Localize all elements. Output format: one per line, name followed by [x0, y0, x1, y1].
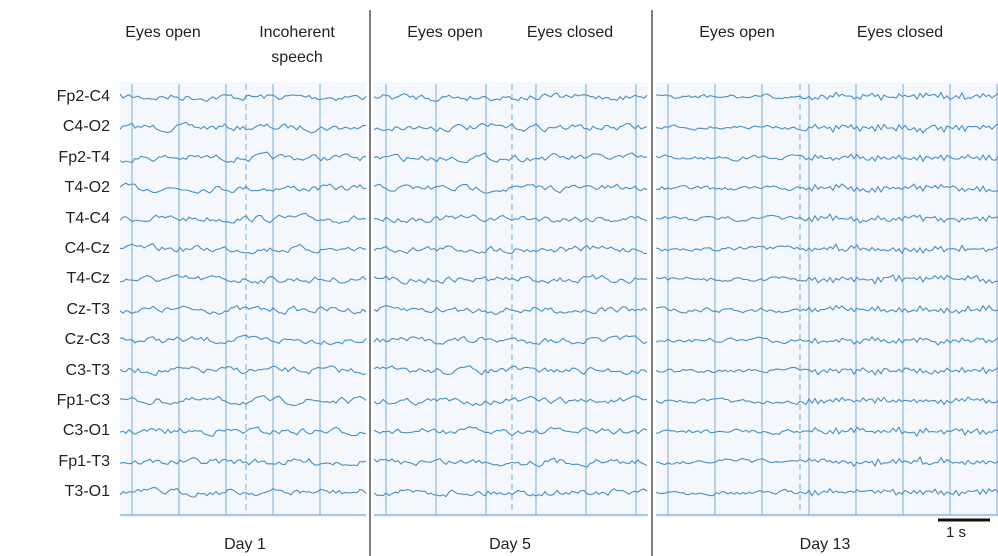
eeg-trace: [119, 274, 367, 285]
channel-label: Fp1-C3: [56, 392, 110, 409]
eeg-trace: [373, 426, 648, 437]
channel-label: Fp1-T3: [58, 452, 110, 470]
eeg-trace: [373, 365, 648, 376]
eeg-trace: [119, 304, 367, 316]
condition-label: Eyes closed: [526, 24, 614, 41]
eeg-trace: [655, 366, 998, 376]
panel-background: [120, 82, 366, 518]
eeg-trace: [655, 242, 998, 255]
eeg-trace: [373, 183, 648, 194]
panel-background: [374, 82, 648, 518]
eeg-trace: [119, 426, 367, 437]
condition-label: Incoherent speech: [259, 24, 335, 66]
eeg-trace: [373, 304, 648, 315]
day-label: Day 1: [224, 536, 266, 553]
eeg-trace: [119, 457, 367, 467]
eeg-trace: [119, 243, 367, 255]
eeg-trace: [373, 122, 648, 133]
channel-label: C4-Cz: [64, 240, 110, 257]
eeg-trace: [655, 123, 998, 134]
channel-label: Cz-T3: [66, 300, 110, 318]
channel-label: Fp2-C4: [56, 88, 110, 105]
eeg-trace: [655, 304, 998, 315]
channel-label: C3-O1: [62, 422, 110, 440]
eeg-trace: [373, 274, 648, 285]
eeg-trace: [119, 334, 367, 346]
channel-label: C4-O2: [62, 118, 110, 136]
channel-label: T4-Cz: [66, 270, 110, 288]
eeg-trace: [655, 91, 998, 102]
eeg-trace: [373, 244, 648, 254]
eeg-trace: [119, 487, 367, 498]
eeg-trace: [119, 365, 367, 377]
eeg-trace: [373, 395, 648, 407]
eeg-trace: [119, 394, 367, 407]
channel-label: Cz-C3: [64, 331, 110, 349]
channel-label: T4-C4: [65, 209, 110, 227]
eeg-trace: [119, 121, 367, 134]
eeg-trace: [655, 487, 998, 497]
eeg-trace: [655, 456, 998, 468]
condition-label: Eyes open: [125, 24, 201, 41]
day-label: Day 13: [799, 536, 851, 553]
channel-label: C3-T3: [65, 361, 110, 379]
eeg-trace: [655, 213, 998, 224]
eeg-trace: [119, 182, 367, 195]
eeg-trace: [655, 336, 998, 346]
eeg-trace: [373, 335, 648, 346]
eeg-trace: [656, 183, 998, 193]
condition-label: Eyes open: [699, 24, 775, 41]
eeg-trace: [373, 488, 648, 498]
eeg-trace: [655, 153, 998, 163]
eeg-trace: [119, 93, 367, 102]
eeg-trace: [373, 457, 648, 468]
channel-label: T4-O2: [64, 179, 110, 197]
eeg-trace: [655, 274, 998, 285]
eeg-trace: [373, 152, 648, 164]
condition-label: Eyes closed: [856, 24, 944, 41]
eeg-trace: [119, 151, 367, 164]
channel-label: Fp2-T4: [58, 148, 110, 166]
condition-label: Eyes open: [407, 24, 483, 41]
scale-label: 1 s: [946, 524, 967, 541]
panel-background: [656, 82, 998, 518]
day-label: Day 5: [489, 536, 531, 553]
eeg-trace: [655, 426, 998, 438]
eeg-trace: [655, 396, 998, 406]
channel-label: T3-O1: [64, 483, 110, 501]
eeg-trace: [119, 212, 367, 224]
eeg-trace: [373, 214, 648, 224]
eeg-trace: [373, 92, 648, 102]
